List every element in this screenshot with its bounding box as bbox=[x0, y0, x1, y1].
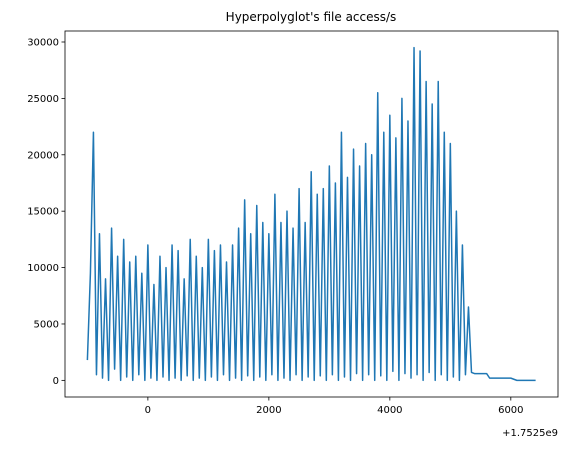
y-tick-label: 5000 bbox=[34, 319, 59, 330]
x-tick-label: 2000 bbox=[256, 405, 281, 416]
y-tick-label: 15000 bbox=[27, 207, 59, 218]
x-offset-label: +1.7525e9 bbox=[502, 428, 558, 439]
x-tick-label: 6000 bbox=[498, 405, 523, 416]
plot-frame bbox=[64, 30, 559, 398]
y-tick-label: 0 bbox=[53, 376, 59, 387]
y-tick-label: 10000 bbox=[27, 263, 59, 274]
y-tick-label: 25000 bbox=[27, 94, 59, 105]
y-tick-label: 30000 bbox=[27, 37, 59, 48]
data-line bbox=[86, 46, 536, 382]
x-tick-label: 0 bbox=[145, 405, 151, 416]
chart-title: Hyperpolyglot's file access/s bbox=[226, 10, 397, 24]
x-tick-label: 4000 bbox=[377, 405, 402, 416]
y-tick-label: 20000 bbox=[27, 150, 59, 161]
